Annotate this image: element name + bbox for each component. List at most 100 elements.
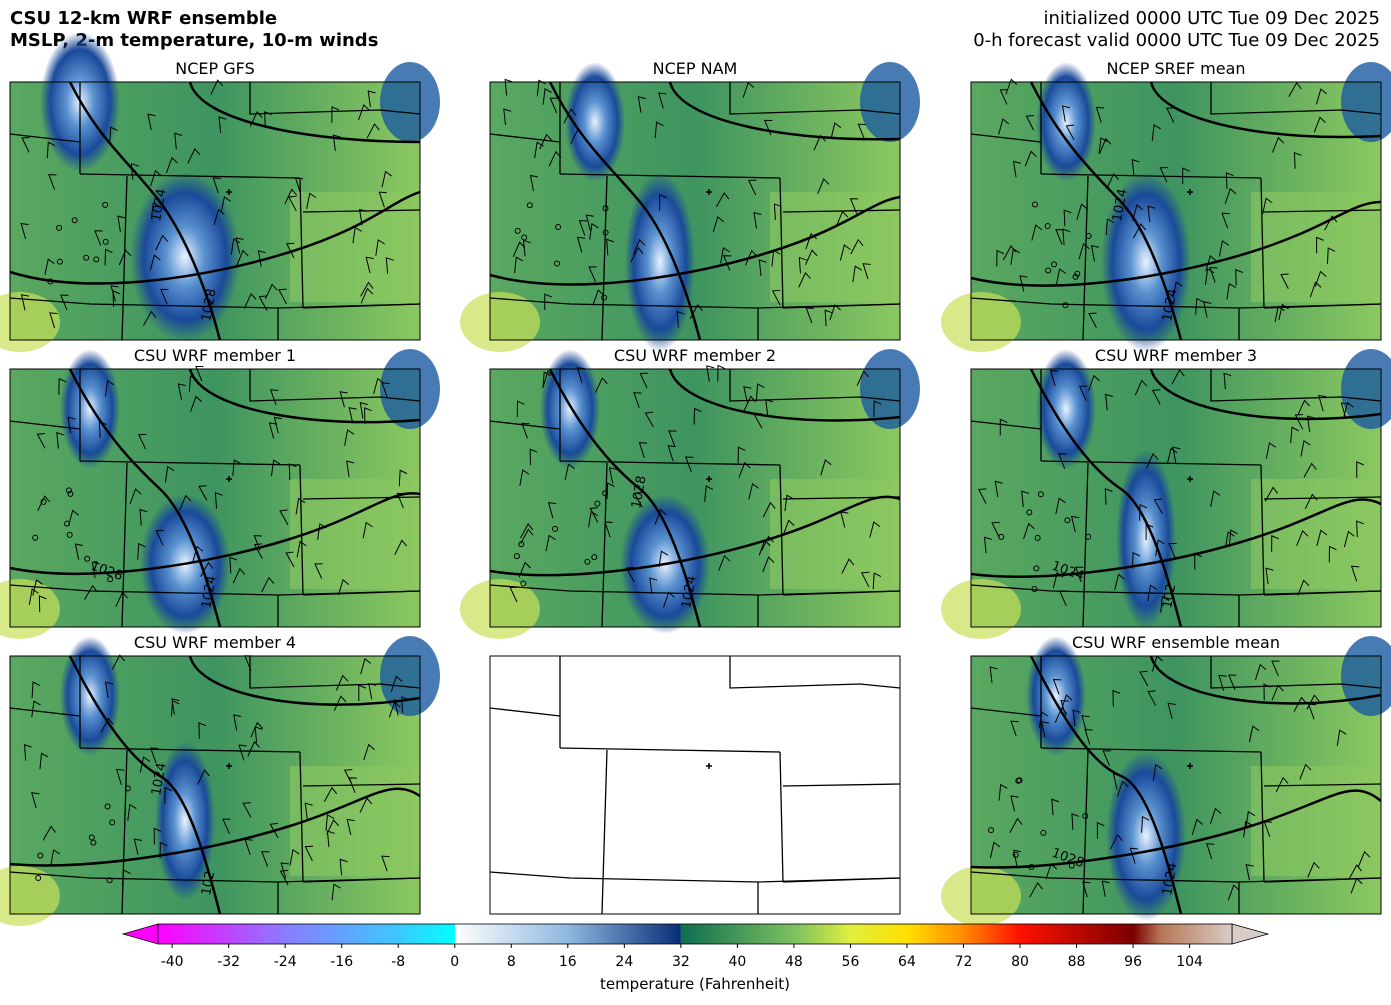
- panel-title: CSU WRF member 3: [1095, 346, 1257, 365]
- wind-barb: [74, 543, 83, 560]
- map-panel: [489, 655, 901, 915]
- wind-barb: [253, 535, 263, 551]
- wind-barb: [1307, 703, 1317, 720]
- calm-wind: [520, 580, 527, 587]
- colorbar-extend-low: [121, 923, 159, 945]
- wind-barb: [1224, 187, 1237, 205]
- wind-barb: [1326, 247, 1336, 265]
- wind-barb: [143, 310, 157, 326]
- wind-barb: [1168, 543, 1177, 559]
- calm-wind: [102, 238, 109, 245]
- wind-barb: [100, 717, 114, 733]
- contour-label: 1024: [1110, 187, 1131, 222]
- wind-barb: [1324, 215, 1338, 231]
- wind-barb: [1316, 529, 1328, 546]
- state-border: [970, 420, 1042, 430]
- wind-barb: [1343, 401, 1354, 419]
- wind-barb: [127, 803, 137, 821]
- wind-barb: [738, 461, 751, 478]
- wind-barb: [56, 431, 65, 449]
- wind-barb: [1203, 301, 1212, 318]
- isobar: [668, 368, 901, 422]
- wind-barb: [1316, 236, 1324, 254]
- wind-barb: [1139, 503, 1148, 521]
- wind-barb: [542, 87, 552, 105]
- wind-barb: [544, 293, 552, 311]
- contour-label: 1024: [149, 761, 170, 796]
- wind-barb: [608, 467, 618, 484]
- wind-barb: [110, 285, 119, 302]
- wind-barb: [632, 238, 646, 255]
- wind-barb: [1061, 105, 1071, 122]
- wind-barb: [1101, 880, 1110, 897]
- wind-barb: [514, 256, 524, 274]
- wind-barb: [1025, 115, 1035, 131]
- wind-barb: [852, 265, 862, 283]
- colorbar-tick-label: 40: [728, 954, 746, 970]
- state-border: [1260, 751, 1265, 883]
- wind-barb: [323, 786, 338, 803]
- wind-barb: [1088, 374, 1100, 391]
- wind-barb: [654, 508, 667, 525]
- wind-barb: [155, 234, 169, 251]
- isobar: [970, 789, 1382, 869]
- warm-patch: [0, 579, 60, 639]
- wind-barb: [270, 459, 281, 477]
- warm-patch: [290, 766, 420, 876]
- state-border: [79, 747, 301, 753]
- wind-barb: [1206, 843, 1215, 860]
- wind-barb: [362, 521, 373, 539]
- wind-barb: [159, 841, 168, 859]
- wind-barb: [782, 519, 795, 536]
- cold-air: [1036, 349, 1096, 469]
- colorbar-tick-label: 0: [450, 954, 459, 970]
- wind-barb: [998, 783, 1008, 801]
- state-border: [729, 369, 901, 402]
- warm-patch: [0, 292, 60, 352]
- wind-barb: [250, 721, 263, 738]
- isobar: [668, 81, 901, 141]
- wind-barb: [676, 310, 685, 328]
- wind-barb: [638, 442, 648, 458]
- isobar: [68, 655, 222, 915]
- wind-barb: [862, 263, 871, 280]
- state-border: [302, 496, 421, 500]
- colorbar-tick-label: 64: [898, 954, 916, 970]
- wind-barb: [1005, 78, 1018, 95]
- wind-barb: [630, 246, 644, 263]
- colorbar-extend-high: [1231, 923, 1270, 945]
- wind-barb: [542, 370, 554, 387]
- wind-barb: [1131, 551, 1141, 569]
- panel-frame: [9, 81, 421, 341]
- wind-barb: [346, 460, 355, 477]
- wind-barb: [1296, 529, 1309, 546]
- wind-barb: [1065, 124, 1075, 141]
- wind-barb: [830, 122, 842, 139]
- city-marker: [1187, 763, 1193, 769]
- wind-barb: [637, 96, 646, 113]
- state-border: [1082, 749, 1089, 915]
- state-border: [1040, 747, 1262, 753]
- wind-barb: [46, 141, 56, 159]
- wind-barb: [91, 561, 100, 578]
- isobar: [1149, 368, 1382, 421]
- cold-air: [130, 172, 240, 342]
- wind-barb: [1228, 529, 1238, 547]
- wind-barb: [317, 523, 327, 540]
- wind-barb: [1062, 228, 1071, 246]
- wind-barb: [758, 539, 771, 556]
- wind-barb: [230, 238, 241, 255]
- wind-barb: [991, 521, 1000, 538]
- wind-barb: [28, 588, 39, 605]
- wind-barb: [31, 792, 40, 809]
- isobar: [548, 81, 702, 341]
- wind-barb: [654, 121, 664, 139]
- wind-barb: [1147, 584, 1158, 602]
- wind-barb: [1029, 882, 1043, 898]
- wind-barb: [563, 108, 577, 124]
- wind-barb: [689, 303, 703, 320]
- wind-barb: [23, 744, 32, 761]
- wind-barb: [360, 281, 374, 297]
- wind-barb: [1318, 395, 1327, 412]
